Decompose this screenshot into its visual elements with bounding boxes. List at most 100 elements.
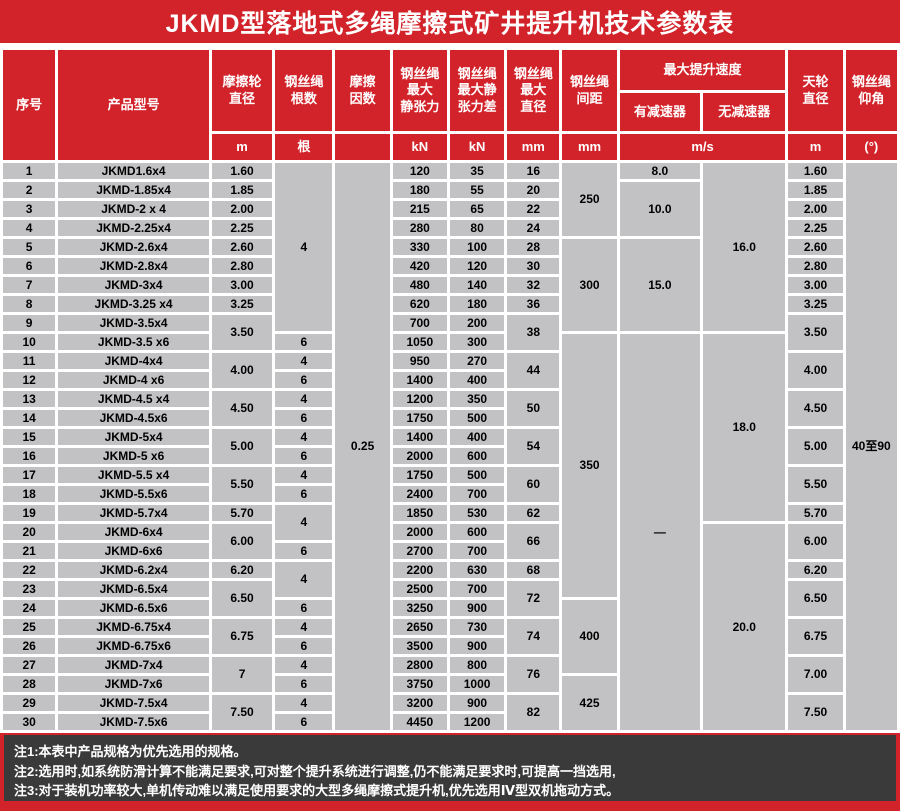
cell-sheave: 5.50 [788, 467, 843, 502]
cell-model: JKMD-6.75x6 [58, 638, 209, 654]
cell-wheel: 6.75 [211, 619, 273, 654]
cell-with_reducer: 10.0 [619, 182, 701, 236]
cell-spacing: 425 [562, 676, 617, 730]
cell-wheel: 6.50 [211, 581, 273, 616]
cell-tension: 330 [392, 239, 447, 255]
cell-wheel: 3.25 [211, 296, 273, 312]
cell-tension_diff: 80 [449, 220, 505, 236]
cell-wheel: 6.00 [211, 524, 273, 559]
cell-angle: 40至90 [845, 163, 897, 730]
cell-seq: 10 [3, 334, 56, 350]
cell-wheel: 1.60 [211, 163, 273, 179]
cell-ropes: 6 [275, 372, 333, 388]
cell-wheel: 4.00 [211, 353, 273, 388]
table-row: 11 JKMD-4x4 4.00 4 950 270 44 4.00 [3, 353, 897, 388]
cell-tension_diff: 350 [449, 391, 505, 407]
cell-sheave: 7.50 [788, 695, 843, 730]
cell-max_dia: 24 [507, 220, 560, 236]
cell-tension_diff: 700 [449, 581, 505, 597]
footnote-3: 注3:对于装机功率较大,单机传动难以满足使用要求的大型多绳摩擦式提升机,优先选用… [14, 783, 620, 798]
table-row: 20 JKMD-6x4 6.00 2000 600 66 20.0 6.00 [3, 524, 897, 730]
cell-model: JKMD-6x4 [58, 524, 209, 540]
table-row: 23 JKMD-6.5x4 6.50 2500 700 72 6.50 [3, 581, 897, 616]
table-body: 1 JKMD1.6x4 1.60 4 0.25 120 35 16 250 8.0 16.0 1.60… [3, 163, 897, 730]
cell-sheave: 6.00 [788, 524, 843, 559]
cell-tension_diff: 1200 [449, 714, 505, 730]
table-row: 2 JKMD-1.85x4 1.85 180 55 20 10.0 1.85 [3, 182, 897, 236]
header-rope-spacing: 钢丝绳 间距 [562, 50, 617, 131]
cell-spacing: 400 [562, 600, 617, 673]
cell-ropes: 6 [275, 714, 333, 730]
unit-friction [335, 134, 390, 160]
cell-ropes: 6 [275, 600, 333, 616]
footnote-2: 注2:选用时,如系统防滑计算不能满足要求,可对整个提升系统进行调整,仍不能满足要… [14, 763, 616, 779]
cell-model: JKMD-5.5 x4 [58, 467, 209, 483]
cell-max_dia: 36 [507, 296, 560, 312]
cell-tension_diff: 65 [449, 201, 505, 217]
table-row: 18 JKMD-5.5x6 6 2400 700 [3, 486, 897, 502]
cell-wheel: 3.00 [211, 277, 273, 293]
header-max-rope-diameter: 钢丝绳 最大 直径 [507, 50, 560, 131]
table-row: 6 JKMD-2.8x4 2.80 420 120 30 2.80 [3, 258, 897, 274]
cell-ropes: 6 [275, 410, 333, 426]
cell-model: JKMD-6.2x4 [58, 562, 209, 578]
cell-model: JKMD-4.5 x4 [58, 391, 209, 407]
cell-tension_diff: 500 [449, 410, 505, 426]
cell-tension: 1400 [392, 429, 447, 445]
cell-tension_diff: 300 [449, 334, 505, 350]
table-row: 29 JKMD-7.5x4 7.50 4 3200 900 82 7.50 [3, 695, 897, 730]
cell-seq: 8 [3, 296, 56, 312]
footnotes: 注1:本表中产品规格为优先选用的规格。 注2:选用时,如系统防滑计算不能满足要求… [4, 735, 896, 801]
table-row: 13 JKMD-4.5 x4 4.50 4 1200 350 50 4.50 [3, 391, 897, 426]
table-row: 3 JKMD-2 x 4 2.00 215 65 22 2.00 [3, 201, 897, 217]
cell-wheel: 2.00 [211, 201, 273, 217]
table-row: 24 JKMD-6.5x6 6 3250 900 400 [3, 600, 897, 673]
header-max-hoist-speed: 最大提升速度 [619, 50, 786, 90]
cell-model: JKMD-5.5x6 [58, 486, 209, 502]
cell-seq: 9 [3, 315, 56, 331]
cell-sheave: 2.80 [788, 258, 843, 274]
cell-tension: 2000 [392, 448, 447, 464]
cell-seq: 12 [3, 372, 56, 388]
table-row: 1 JKMD1.6x4 1.60 4 0.25 120 35 16 250 8.0 16.0 1.60… [3, 163, 897, 730]
cell-model: JKMD-6.75x4 [58, 619, 209, 635]
cell-seq: 18 [3, 486, 56, 502]
cell-sheave: 2.00 [788, 201, 843, 217]
table-row: 16 JKMD-5 x6 6 2000 600 [3, 448, 897, 464]
table-row: 5 JKMD-2.6x4 2.60 330 100 28 300 15.0 2.60 [3, 239, 897, 331]
cell-wheel: 5.00 [211, 429, 273, 464]
header-max-static-tension-diff: 钢丝绳 最大静 张力差 [449, 50, 505, 131]
cell-max_dia: 28 [507, 239, 560, 255]
header-rope-elevation-angle: 钢丝绳 仰角 [845, 50, 897, 131]
cell-tension_diff: 500 [449, 467, 505, 483]
table-row: 9 JKMD-3.5x4 3.50 700 200 38 3.50 [3, 315, 897, 350]
cell-seq: 19 [3, 505, 56, 521]
cell-max_dia: 60 [507, 467, 560, 502]
cell-ropes: 4 [275, 695, 333, 711]
cell-seq: 1 [3, 163, 56, 179]
cell-tension: 480 [392, 277, 447, 293]
cell-tension_diff: 200 [449, 315, 505, 331]
cell-wheel: 6.20 [211, 562, 273, 578]
cell-max_dia: 50 [507, 391, 560, 426]
cell-seq: 15 [3, 429, 56, 445]
cell-seq: 26 [3, 638, 56, 654]
cell-wheel: 1.85 [211, 182, 273, 198]
cell-tension_diff: 530 [449, 505, 505, 521]
cell-ropes: 4 [275, 163, 333, 331]
table-row: 7 JKMD-3x4 3.00 480 140 32 3.00 [3, 277, 897, 293]
cell-without_reducer: 16.0 [703, 163, 786, 331]
cell-seq: 2 [3, 182, 56, 198]
cell-model: JKMD-1.85x4 [58, 182, 209, 198]
header-rope-count: 钢丝绳 根数 [275, 50, 333, 131]
cell-sheave: 1.60 [788, 163, 843, 179]
cell-model: JKMD-6x6 [58, 543, 209, 559]
cell-with_reducer: 15.0 [619, 239, 701, 331]
cell-tension_diff: 400 [449, 429, 505, 445]
cell-model: JKMD-5.7x4 [58, 505, 209, 521]
cell-model: JKMD-4 x6 [58, 372, 209, 388]
header-wheel-diameter: 摩擦轮 直径 [211, 50, 273, 131]
cell-tension: 3750 [392, 676, 447, 692]
cell-model: JKMD-3x4 [58, 277, 209, 293]
cell-ropes: 4 [275, 467, 333, 483]
